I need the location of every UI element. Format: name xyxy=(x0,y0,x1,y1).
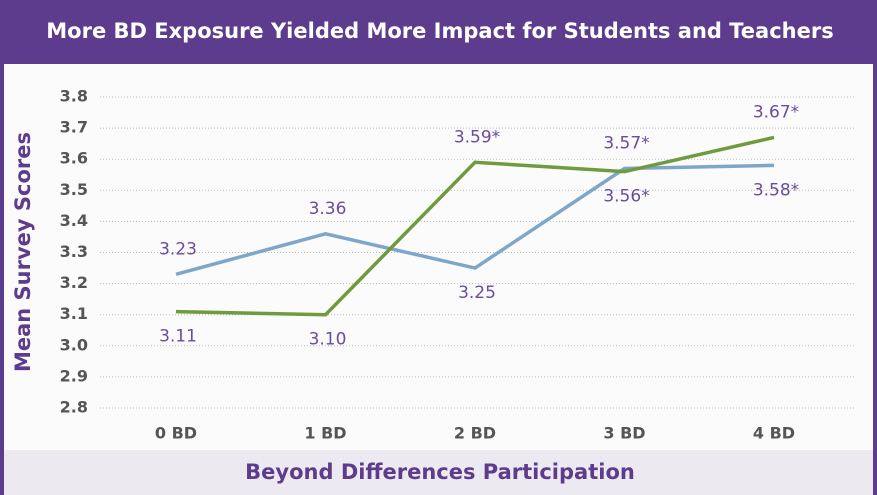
y-tick-label: 3.7 xyxy=(60,118,88,137)
data-label: 3.58* xyxy=(753,180,799,200)
panel xyxy=(4,64,873,495)
data-label: 3.36 xyxy=(309,199,347,219)
y-tick-label: 3.3 xyxy=(60,242,88,261)
x-tick-label: 2 BD xyxy=(454,424,496,443)
data-label: 3.11 xyxy=(159,327,197,347)
chart-title: More BD Exposure Yielded More Impact for… xyxy=(46,19,833,43)
y-tick-label: 3.2 xyxy=(60,273,88,292)
y-tick-label: 3.0 xyxy=(60,335,88,354)
x-tick-label: 1 BD xyxy=(304,424,346,443)
y-tick-label: 3.1 xyxy=(60,304,88,323)
data-label: 3.59* xyxy=(454,127,500,147)
x-tick-label: 4 BD xyxy=(753,424,795,443)
data-label: 3.25 xyxy=(458,283,496,303)
series-line xyxy=(175,135,775,317)
y-tick-label: 2.8 xyxy=(60,398,88,417)
y-tick-label: 3.6 xyxy=(60,149,88,168)
data-label: 3.67* xyxy=(753,102,799,122)
x-tick-label: 0 BD xyxy=(155,424,197,443)
series-line xyxy=(175,163,775,276)
y-tick-label: 3.5 xyxy=(60,180,88,199)
x-tick-label: 3 BD xyxy=(603,424,645,443)
data-label: 3.10 xyxy=(309,330,347,350)
data-label: 3.56* xyxy=(603,187,649,207)
y-tick-label: 2.9 xyxy=(60,366,88,385)
y-tick-label: 3.8 xyxy=(60,87,88,106)
data-label: 3.23 xyxy=(159,239,197,259)
y-axis-label: Mean Survey Scores xyxy=(11,132,35,372)
y-tick-label: 3.4 xyxy=(60,211,88,230)
x-band xyxy=(4,450,873,495)
x-axis-label: Beyond Differences Participation xyxy=(245,460,635,484)
data-label: 3.57* xyxy=(603,134,649,154)
